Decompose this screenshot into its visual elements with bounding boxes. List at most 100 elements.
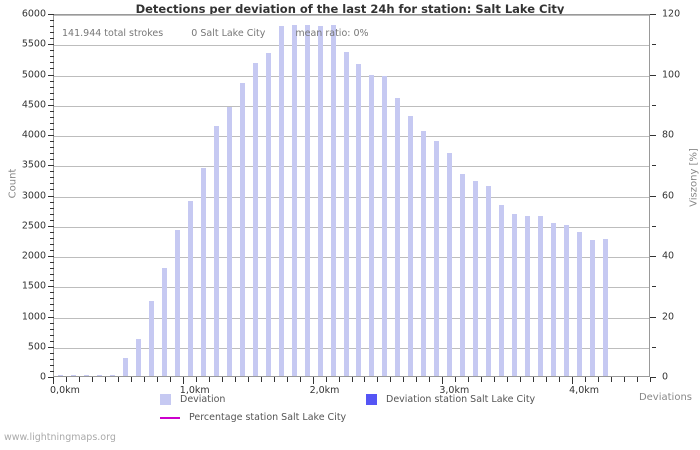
bar (577, 232, 583, 376)
y-tick-minor (50, 86, 54, 88)
x-tick-minor (559, 377, 561, 382)
y-axis-left-tick-label: 3500 (21, 159, 46, 171)
x-tick-major (572, 377, 574, 384)
x-tick-minor (260, 377, 262, 382)
y-tick-minor (50, 352, 54, 354)
y-axis-right-ticks (648, 0, 656, 450)
y-tick-major (48, 74, 54, 76)
legend-label-deviation: Deviation (180, 394, 226, 405)
legend-item-percentage-station[interactable]: Percentage station Salt Lake City (160, 412, 346, 423)
y-axis-right-title: Viszony [%] (688, 148, 700, 207)
y-tick-minor (50, 249, 54, 251)
legend-label-deviation-station: Deviation station Salt Lake City (386, 394, 536, 405)
x-tick-major (182, 377, 184, 384)
chart-legend: Deviation Deviation station Salt Lake Ci… (0, 390, 700, 430)
y-tick-minor (50, 292, 54, 294)
x-axis-title: Deviations (638, 392, 692, 403)
x-tick-minor (169, 377, 171, 382)
chart-annotation: 141.944 total strokes 0 Salt Lake City m… (62, 28, 369, 39)
x-tick-minor (481, 377, 483, 382)
x-tick-minor (208, 377, 210, 382)
bar (291, 25, 297, 376)
bar (83, 374, 89, 376)
y-axis-left-tick-label: 4500 (21, 99, 46, 111)
x-tick-minor (546, 377, 548, 382)
x-tick-minor (390, 377, 392, 382)
y-axis-left-title: Count (7, 168, 19, 199)
y2-tick-major (650, 74, 656, 76)
bar (538, 215, 544, 376)
legend-swatch-deviation-station-icon (366, 394, 377, 405)
y-tick-major (48, 377, 54, 378)
y2-tick-minor (652, 286, 656, 288)
x-tick-minor (65, 377, 67, 382)
y-tick-major (48, 225, 54, 227)
bar (525, 216, 531, 376)
x-tick-minor (273, 377, 275, 382)
y-tick-minor (50, 20, 54, 22)
x-tick-minor (130, 377, 132, 382)
bar (421, 130, 427, 376)
legend-item-deviation-station[interactable]: Deviation station Salt Lake City (366, 394, 535, 405)
x-tick-minor (494, 377, 496, 382)
y-tick-minor (50, 159, 54, 161)
legend-item-deviation[interactable]: Deviation (160, 394, 225, 405)
y-tick-major (48, 104, 54, 106)
gridline (54, 75, 649, 77)
x-tick-minor (221, 377, 223, 382)
y-tick-major (48, 346, 54, 348)
y-axis-right-tick-label: 120 (662, 8, 681, 20)
footer-url: www.lightningmaps.org (4, 432, 116, 443)
x-tick-minor (286, 377, 288, 382)
gridline (54, 105, 649, 107)
y-tick-major (48, 165, 54, 167)
plot-area (53, 14, 650, 377)
y-tick-major (48, 195, 54, 197)
y-axis-left-tick-label: 6000 (21, 8, 46, 20)
y-tick-minor (50, 340, 54, 342)
y-axis-left-tick-label: 4000 (21, 129, 46, 141)
bar (70, 374, 76, 376)
legend-swatch-deviation-icon (160, 394, 171, 405)
y-tick-minor (50, 243, 54, 245)
y-tick-minor (50, 50, 54, 52)
x-tick-major (442, 377, 444, 384)
x-tick-minor (78, 377, 80, 382)
y-axis-left-tick-label: 3000 (21, 190, 46, 201)
gridline (54, 226, 649, 228)
bar (200, 167, 206, 376)
y-tick-minor (50, 147, 54, 149)
x-tick-minor (377, 377, 379, 382)
bar (304, 25, 310, 376)
y-tick-major (48, 286, 54, 288)
x-tick-minor (637, 377, 639, 382)
gridline (54, 347, 649, 349)
x-tick-minor (429, 377, 431, 382)
gridline (54, 45, 649, 47)
legend-line-percentage-station-icon (160, 416, 180, 419)
x-tick-minor (624, 377, 626, 382)
chart-title: Detections per deviation of the last 24h… (135, 2, 565, 16)
y-tick-minor (50, 262, 54, 264)
bar (265, 52, 271, 376)
bar (512, 213, 518, 376)
y-tick-minor (50, 201, 54, 203)
x-tick-minor (364, 377, 366, 382)
y-tick-minor (50, 141, 54, 143)
y-tick-minor (50, 370, 54, 372)
x-axis-tick-label: 3,0km (439, 385, 470, 396)
x-tick-minor (598, 377, 600, 382)
x-tick-minor (416, 377, 418, 382)
bar (395, 97, 401, 376)
y-axis-right-tick-label: 40 (662, 250, 675, 262)
x-tick-minor (611, 377, 613, 382)
x-tick-minor (520, 377, 522, 382)
x-tick-minor (338, 377, 340, 382)
y-tick-minor (50, 26, 54, 28)
y-axis-left-ticks (47, 0, 55, 450)
bar (187, 201, 193, 376)
y-tick-minor (50, 122, 54, 124)
y-tick-minor (50, 280, 54, 282)
gridline (54, 196, 649, 198)
